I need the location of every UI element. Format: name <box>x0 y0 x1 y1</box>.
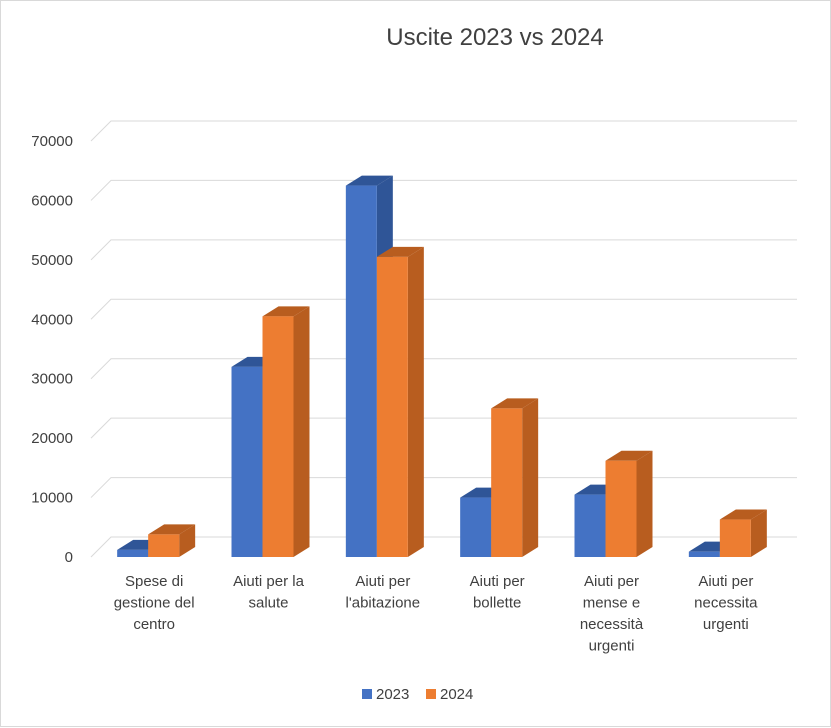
y-tick-label: 50000 <box>31 252 73 269</box>
bar-top <box>376 246 424 257</box>
bar-front <box>688 551 720 557</box>
x-tick-label-line: centro <box>133 616 175 633</box>
x-tick-label-line: urgenti <box>589 638 635 655</box>
x-tick-label-line: Aiuti per <box>355 573 410 590</box>
x-tick-label-line: salute <box>248 595 288 612</box>
x-tick-label-line: l'abitazione <box>346 595 421 612</box>
bar-front <box>231 366 263 557</box>
y-tick-label: 70000 <box>31 133 73 150</box>
y-tick-label: 60000 <box>31 192 73 209</box>
x-tick-label: Aiuti per necessita urgenti <box>694 573 758 633</box>
bar-front <box>719 519 751 557</box>
bar-top <box>719 509 767 520</box>
x-tick-label: Aiuti per la salute <box>233 573 305 612</box>
legend-swatch <box>426 689 436 699</box>
x-tick-label: Aiuti per mense e necessità urgenti <box>580 573 644 655</box>
gridline <box>90 536 797 558</box>
y-tick-label: 20000 <box>31 430 73 447</box>
gridline <box>90 417 797 439</box>
legend-item-2024: 2024 <box>426 686 473 703</box>
bar-2024 <box>262 306 310 557</box>
bar-top <box>345 175 393 186</box>
bar-side <box>293 306 310 557</box>
x-axis-labels: Spese di gestione del centro Aiuti per la sa… <box>114 573 758 655</box>
bar-side <box>636 450 653 557</box>
bar-top <box>148 524 196 535</box>
bar-2024 <box>605 450 653 557</box>
bar-front <box>605 460 637 557</box>
bar-side <box>522 398 539 557</box>
y-tick-label: 40000 <box>31 311 73 328</box>
bar-2024 <box>719 509 767 557</box>
bar-top <box>491 398 539 409</box>
x-tick-label-line: Spese di <box>125 573 183 590</box>
bars <box>117 175 767 558</box>
y-tick-label: 30000 <box>31 371 73 388</box>
bar-2024 <box>491 398 539 557</box>
gridline <box>90 179 797 201</box>
bar-top <box>605 450 653 461</box>
x-tick-label-line: necessità <box>580 616 644 633</box>
y-axis-ticks: 0 10000 20000 30000 40000 50000 60000 70000 <box>31 133 73 566</box>
y-tick-label: 10000 <box>31 490 73 507</box>
legend-swatch <box>362 689 372 699</box>
bar-top <box>262 306 310 317</box>
x-tick-label-line: Aiuti per <box>584 573 639 590</box>
bar-front <box>460 497 492 557</box>
bar-front <box>491 408 523 557</box>
x-tick-label-line: mense e <box>583 595 641 612</box>
legend: 2023 2024 <box>362 686 473 703</box>
bar-2024 <box>148 524 196 557</box>
x-tick-label-line: gestione del <box>114 595 195 612</box>
gridline <box>90 239 797 261</box>
bar-front <box>117 549 149 557</box>
bar-side <box>407 246 424 557</box>
y-tick-label: 0 <box>65 549 73 566</box>
legend-label: 2023 <box>376 686 409 703</box>
x-tick-label: Aiuti per bollette <box>470 573 525 612</box>
chart-title: Uscite 2023 vs 2024 <box>386 24 603 51</box>
x-tick-label-line: Aiuti per <box>470 573 525 590</box>
bar-front <box>574 494 606 557</box>
bar-side <box>750 509 767 557</box>
x-tick-label: Spese di gestione del centro <box>114 573 195 633</box>
x-tick-label-line: urgenti <box>703 616 749 633</box>
legend-item-2023: 2023 <box>362 686 409 703</box>
x-tick-label-line: bollette <box>473 595 521 612</box>
bar-side <box>179 524 196 557</box>
bar-front <box>345 185 377 558</box>
gridlines <box>90 120 797 558</box>
bar-front <box>262 316 294 557</box>
legend-label: 2024 <box>440 686 473 703</box>
x-tick-label-line: necessita <box>694 595 758 612</box>
gridline <box>90 477 797 498</box>
bar-2024 <box>376 246 424 557</box>
gridline <box>90 120 797 142</box>
gridline <box>90 298 797 320</box>
x-tick-label: Aiuti per l'abitazione <box>346 573 421 612</box>
x-tick-label-line: Aiuti per la <box>233 573 305 590</box>
gridline <box>90 358 797 380</box>
bar-front <box>148 534 180 557</box>
bar-front <box>376 256 408 557</box>
x-tick-label-line: Aiuti per <box>698 573 753 590</box>
